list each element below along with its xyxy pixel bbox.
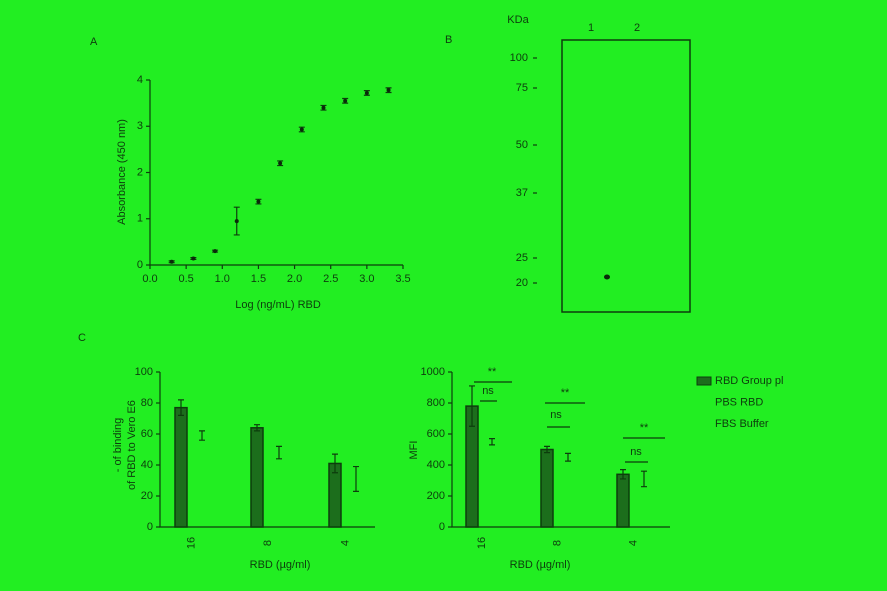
point	[235, 219, 239, 223]
x-tick-label: 2.5	[323, 273, 338, 285]
y-tick-label: 20	[141, 490, 153, 502]
x-axis-label: RBD (µg/ml)	[510, 559, 571, 571]
y-tick-label: 1	[137, 213, 143, 225]
x-tick-label: 3.5	[395, 273, 410, 285]
marker-label: 20	[516, 277, 528, 289]
x-tick-label: 16	[476, 537, 488, 549]
y-tick-label: 80	[141, 397, 153, 409]
gel-band	[604, 275, 610, 280]
bar	[251, 428, 263, 527]
gel-unit: KDa	[507, 14, 529, 26]
x-tick-label: 16	[185, 537, 197, 549]
x-tick-label: 0.0	[142, 273, 157, 285]
y-axis-label: MFI	[408, 441, 420, 460]
x-tick-label: 4	[339, 540, 351, 546]
bar	[617, 474, 629, 527]
x-tick-label: 2.0	[287, 273, 302, 285]
bar	[175, 408, 187, 527]
x-axis-label: RBD (µg/ml)	[250, 559, 311, 571]
point	[170, 260, 174, 264]
marker-label: 75	[516, 82, 528, 94]
background	[0, 0, 887, 591]
point	[278, 161, 282, 165]
marker-label: 50	[516, 139, 528, 151]
y-tick-label: 3	[137, 120, 143, 132]
y-tick-label: 800	[427, 397, 445, 409]
x-tick-label: 1.0	[215, 273, 230, 285]
point	[191, 257, 195, 261]
x-tick-label: 8	[262, 540, 274, 546]
legend-label: RBD Group pl	[715, 375, 783, 387]
point	[256, 200, 260, 204]
point	[343, 99, 347, 103]
x-tick-label: 0.5	[178, 273, 193, 285]
figure: A Log (ng/mL) RBD Absorbance (450 nm) 0.0 0.…	[0, 0, 887, 591]
point	[300, 127, 304, 131]
y-tick-label: 0	[137, 259, 143, 271]
y-tick-label: 600	[427, 428, 445, 440]
point	[321, 106, 325, 110]
y-tick-label: 4	[137, 74, 143, 86]
point	[387, 88, 391, 92]
panel-label: A	[90, 36, 98, 48]
y-tick-label: 200	[427, 490, 445, 502]
marker-label: 100	[510, 52, 528, 64]
y-tick-label: 1000	[421, 366, 445, 378]
annotation: **	[561, 387, 570, 399]
annotation: **	[488, 366, 497, 378]
y-tick-label: 0	[439, 521, 445, 533]
annotation: **	[640, 422, 649, 434]
lane-label: 1	[588, 22, 594, 34]
panel-label: C	[78, 332, 86, 344]
x-tick-label: 3.0	[359, 273, 374, 285]
legend-label: PBS RBD	[715, 396, 763, 408]
x-tick-label: 4	[627, 540, 639, 546]
y-axis-label: Absorbance (450 nm)	[116, 119, 128, 225]
marker-label: 25	[516, 252, 528, 264]
y-tick-label: 0	[147, 521, 153, 533]
legend-label: FBS Buffer	[715, 418, 769, 430]
y-tick-label: 400	[427, 459, 445, 471]
point	[213, 249, 217, 253]
legend-swatch	[697, 377, 711, 385]
annotation: ns	[630, 446, 642, 458]
lane-label: 2	[634, 22, 640, 34]
bar	[541, 450, 553, 528]
point	[365, 91, 369, 95]
x-tick-label: 1.5	[251, 273, 266, 285]
panel-label: B	[445, 34, 452, 46]
y-tick-label: 2	[137, 166, 143, 178]
y-axis-label: of RBD to Vero E6	[126, 400, 138, 490]
y-axis-label: - of binding	[112, 418, 124, 472]
x-axis-label: Log (ng/mL) RBD	[235, 299, 321, 311]
annotation: ns	[482, 385, 494, 397]
marker-label: 37	[516, 187, 528, 199]
y-tick-label: 60	[141, 428, 153, 440]
x-tick-label: 8	[551, 540, 563, 546]
y-tick-label: 40	[141, 459, 153, 471]
annotation: ns	[550, 409, 562, 421]
y-tick-label: 100	[135, 366, 153, 378]
